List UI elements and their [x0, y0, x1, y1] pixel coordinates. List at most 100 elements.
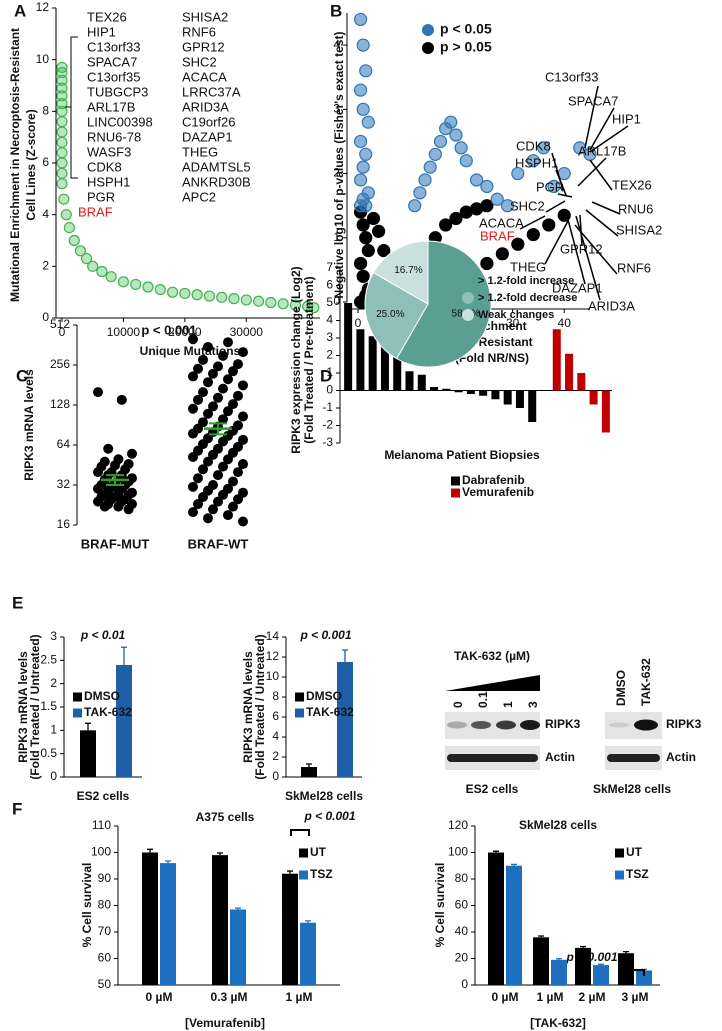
- point: [238, 434, 248, 445]
- y-tick-label: 1: [333, 230, 340, 244]
- panel-letter: B: [330, 1, 342, 20]
- y-tick-label: 2: [326, 348, 333, 362]
- band: [447, 754, 538, 762]
- gene-label: HIP1: [87, 24, 116, 39]
- point: [203, 290, 216, 302]
- point: [218, 383, 228, 394]
- panel-letter: A: [14, 1, 26, 20]
- gene-label: SHISA2: [182, 9, 228, 24]
- gene-label: APC2: [182, 189, 216, 204]
- dose-label: 0: [451, 701, 465, 708]
- bar: [301, 767, 317, 777]
- pie-slice: [364, 271, 429, 360]
- y-tick-label: 0: [272, 769, 279, 783]
- point: [356, 218, 370, 232]
- gene-label: DAZAP1: [552, 280, 603, 295]
- point: [56, 167, 68, 179]
- y-axis-label: RIPK3 mRNA levels: [241, 651, 255, 763]
- point: [459, 154, 473, 168]
- x-tick-label: 0: [59, 325, 66, 339]
- point: [191, 289, 203, 301]
- point: [216, 291, 228, 303]
- point: [265, 296, 277, 309]
- point: [213, 361, 223, 372]
- y-tick-label: 512: [50, 317, 70, 331]
- legend-swatch: [295, 708, 304, 718]
- legend-swatch: [295, 692, 304, 702]
- point: [526, 227, 540, 242]
- x-tick-label: 1 µM: [286, 990, 313, 1004]
- legend-marker: [462, 275, 474, 287]
- legend-label: DMSO: [306, 689, 342, 703]
- band: [447, 721, 467, 729]
- pie-slice: [372, 240, 429, 305]
- band: [634, 719, 658, 731]
- point: [500, 199, 515, 213]
- gene-label: ARL17B: [578, 143, 626, 158]
- gene-label: ACACA: [182, 69, 227, 84]
- point: [130, 278, 142, 291]
- bracket: [65, 36, 78, 179]
- leader-line: [555, 169, 567, 196]
- point: [63, 221, 75, 234]
- point: [277, 298, 289, 310]
- point: [480, 199, 494, 213]
- point: [353, 12, 368, 27]
- bar: [454, 390, 463, 393]
- bar: [479, 390, 488, 396]
- point: [116, 394, 127, 405]
- bar: [488, 852, 504, 985]
- legend-label: Dabrafenib: [462, 473, 525, 487]
- error-bar: [287, 870, 293, 874]
- significance-bracket: [290, 829, 310, 836]
- chart-panel: E 0 0.5 1 1.5 2 2.5 3 RIPK3 mRNA levels(Fold Tre…: [12, 593, 142, 803]
- point: [213, 496, 223, 507]
- lane-label: DMSO: [614, 670, 628, 706]
- point: [359, 199, 373, 213]
- point: [80, 252, 93, 265]
- error-bar: [217, 852, 223, 856]
- point: [366, 211, 381, 226]
- x-tick-label: 0: [355, 316, 362, 330]
- point: [223, 406, 233, 417]
- p-value: p < 0.001: [141, 322, 196, 337]
- point: [93, 387, 103, 398]
- legend-label: UT: [626, 845, 643, 859]
- legend-label: > 1.2-fold increase: [478, 275, 574, 287]
- legend-label: Vemurafenib: [462, 485, 534, 499]
- point: [218, 461, 228, 472]
- x-tick-label: 0 µM: [492, 990, 519, 1004]
- point: [359, 64, 373, 78]
- point: [203, 341, 213, 352]
- bar: [577, 373, 586, 391]
- point: [495, 247, 509, 261]
- error-bar: [106, 474, 124, 486]
- highlight-label: BRAF: [78, 204, 113, 219]
- legend-label: TSZ: [626, 867, 649, 881]
- y-axis-label: RIPK3 expression change (Log2): [289, 266, 303, 453]
- gene-label: TUBGCP3: [87, 84, 148, 99]
- y-tick-label: 60: [98, 951, 112, 965]
- p-value: p < 0.01: [80, 628, 126, 642]
- point: [193, 394, 203, 405]
- blot-caption: SkMel28 cells: [593, 782, 671, 796]
- y-tick-label: 8: [272, 689, 279, 703]
- chart-panel: D -3 -2 -1 0 1 2 3 4 5 6 7 RIPK3 expression change (…: [289, 260, 612, 499]
- bar: [344, 303, 353, 391]
- point: [208, 504, 218, 515]
- point: [408, 199, 422, 213]
- leader-line: [585, 209, 619, 237]
- point: [377, 244, 391, 258]
- point: [228, 399, 238, 410]
- y-tick-label: 256: [50, 357, 70, 371]
- gene-label: THEG: [510, 259, 546, 274]
- point: [198, 387, 208, 398]
- point: [449, 128, 463, 142]
- point: [238, 516, 248, 527]
- dose-label: 3: [526, 701, 540, 708]
- legend-label: p < 0.05: [440, 21, 492, 37]
- bar: [593, 965, 609, 985]
- blot-treatment: TAK-632 (µM): [454, 649, 530, 663]
- x-axis-label: [TAK-632]: [530, 1016, 586, 1030]
- point: [188, 451, 198, 462]
